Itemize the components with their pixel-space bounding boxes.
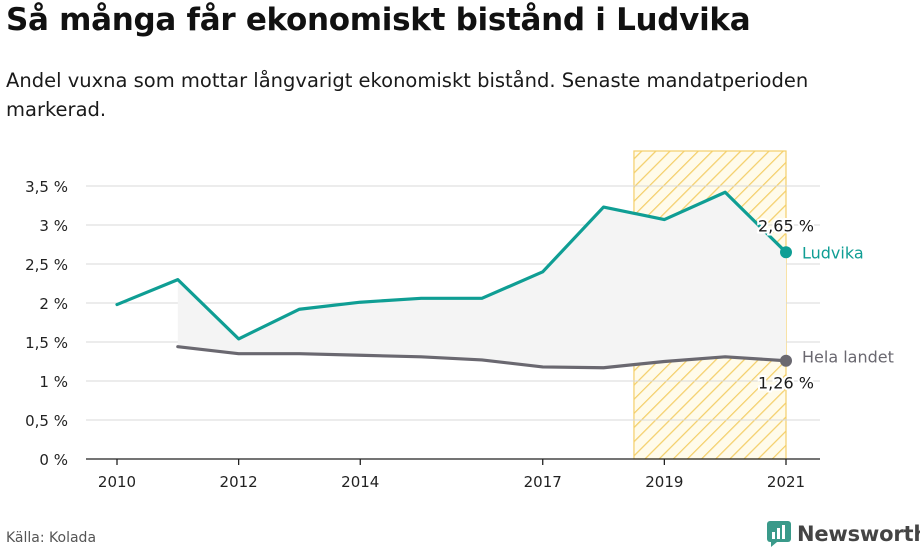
series-gap-fill [177,192,786,368]
series-name-label: Ludvika [802,243,864,262]
series-end-value-label: 1,26 % [758,374,814,393]
series-name-label: Hela landet [802,348,894,367]
x-tick-label: 2019 [645,473,683,491]
brand-name: Newsworthy [797,522,920,546]
y-tick-label: 1 % [39,373,68,391]
y-tick-label: 1,5 % [25,334,68,352]
chart-title: Så många får ekonomiskt bistånd i Ludvik… [6,2,751,38]
y-tick-label: 0 % [39,451,68,469]
y-tick-label: 0,5 % [25,412,68,430]
newsworthy-logo-icon [767,521,791,547]
series-line-ludvika [115,190,788,341]
source-note: Källa: Kolada [6,530,97,546]
series-end-point [780,246,792,259]
chart-subtitle: Andel vuxna som mottar långvarigt ekonom… [6,69,809,121]
x-tick-label: 2017 [524,473,562,491]
x-tick-label: 2014 [341,473,379,491]
y-tick-label: 2,5 % [25,256,68,274]
series-end-point [780,354,792,367]
brand-logo: Newsworthy [766,520,920,548]
y-tick-label: 3,5 % [25,178,68,196]
series-line-hela-landet [176,345,788,370]
x-tick-label: 2010 [98,473,136,491]
y-tick-label: 2 % [39,295,68,313]
x-tick-label: 2021 [767,473,805,491]
y-tick-label: 3 % [39,217,68,235]
x-tick-label: 2012 [220,473,258,491]
series-end-value-label: 2,65 % [758,216,814,235]
